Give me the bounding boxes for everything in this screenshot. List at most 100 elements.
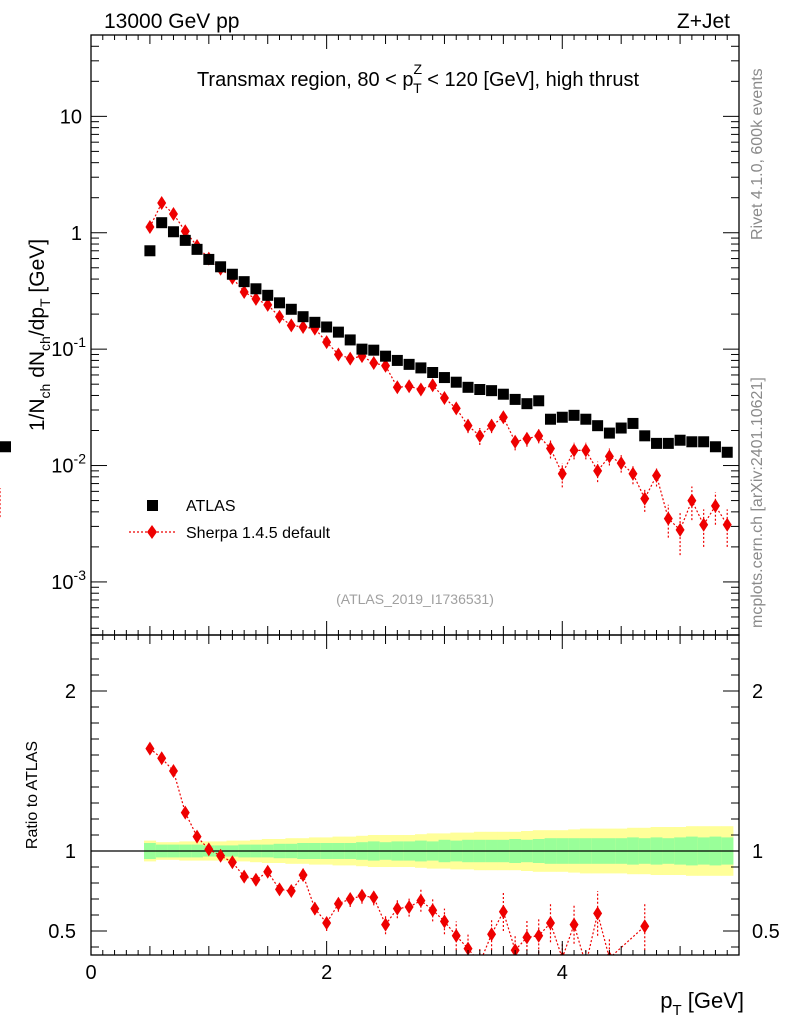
atlas-point (474, 384, 486, 396)
atlas-point (415, 362, 427, 374)
atlas-point (639, 430, 651, 442)
atlas-point (332, 326, 344, 338)
sherpa-ratio-point (463, 941, 473, 955)
sherpa-point (640, 491, 650, 506)
atlas-point (226, 268, 238, 280)
main-plot-frame (90, 34, 740, 636)
atlas-point (262, 289, 274, 301)
atlas-point (380, 350, 392, 362)
atlas-point (368, 344, 380, 356)
sherpa-ratio-point (593, 906, 603, 921)
y-tick-label: 1 (71, 223, 82, 245)
sherpa-point (604, 449, 614, 464)
atlas-point (144, 245, 156, 257)
sherpa-point (428, 378, 438, 393)
sherpa-ratio-point (322, 916, 332, 930)
sherpa-point (145, 220, 155, 235)
sherpa-ratio-point (227, 855, 237, 870)
sherpa-ratio-point (168, 764, 178, 778)
ratio-plot-panel: 0.5 0.5 1 1 2 2 0 2 4 Ratio to ATLAS pT [GeV] (24, 634, 780, 1019)
sherpa-point (180, 224, 190, 239)
atlas-point (533, 395, 545, 407)
sherpa-ratio-point (357, 888, 367, 903)
atlas-point (0, 441, 11, 453)
atlas-point (179, 234, 191, 246)
main-y-axis-label: 1/Nch dNch/dpT [GeV] (26, 239, 53, 431)
x-tick-label: 0 (85, 962, 96, 984)
atlas-point (497, 388, 509, 400)
sherpa-ratio-point (310, 901, 320, 916)
atlas-point (462, 381, 474, 393)
sherpa-point (168, 206, 178, 221)
sherpa-point (593, 463, 603, 478)
atlas-point (603, 427, 615, 439)
main-plot-panel: 10-3 10-2 10-1 1 10 Transmax region, 80 < pZ… (0, 34, 740, 636)
atlas-point (486, 385, 498, 397)
atlas-point (592, 420, 604, 432)
sherpa-point (404, 379, 414, 394)
atlas-point (344, 334, 356, 346)
sherpa-ratio-point (251, 872, 261, 887)
sherpa-point (381, 358, 391, 373)
atlas-point (203, 253, 215, 265)
sherpa-ratio-point (534, 928, 544, 943)
legend: ATLAS Sherpa 1.4.5 default (129, 498, 331, 542)
sherpa-ratio-point (263, 864, 273, 879)
sherpa-ratio-point (381, 917, 391, 932)
sherpa-ratio-point (569, 917, 579, 932)
energy-label: 13000 GeV pp (104, 10, 239, 33)
sherpa-point (298, 319, 308, 334)
sherpa-ratio-point (298, 868, 308, 882)
y-tick-label: 10-2 (51, 451, 86, 478)
legend-data-label: ATLAS (186, 498, 236, 515)
sherpa-point (439, 391, 449, 406)
atlas-point (615, 422, 627, 434)
sherpa-point (616, 456, 626, 471)
y-tick-label: 10 (60, 106, 82, 128)
legend-mc-marker (147, 525, 157, 539)
atlas-point (191, 243, 203, 255)
sherpa-point (451, 401, 461, 416)
sherpa-point (333, 347, 343, 362)
sherpa-point (569, 443, 579, 458)
sherpa-point (463, 418, 473, 433)
sherpa-point (687, 493, 697, 508)
sherpa-line (149, 202, 728, 531)
atlas-point (556, 411, 568, 423)
atlas-point (215, 261, 227, 273)
sherpa-point (239, 284, 249, 299)
analysis-id: (ATLAS_2019_I1736531) (336, 591, 494, 607)
sherpa-point (322, 335, 332, 350)
sherpa-point (663, 511, 673, 526)
atlas-point (450, 376, 462, 388)
sherpa-ratio-point (416, 893, 426, 908)
mcplots-label: mcplots.cern.ch [arXiv:2401.10621] (749, 377, 766, 628)
sherpa-ratio-point (404, 900, 414, 914)
sherpa-ratio-point (286, 884, 296, 898)
sherpa-point (534, 428, 544, 443)
sherpa-point (699, 517, 709, 532)
legend-mc-label: Sherpa 1.4.5 default (186, 525, 331, 542)
sherpa-point (416, 382, 426, 397)
sherpa-ratio-point (333, 896, 343, 911)
sherpa-point (286, 318, 296, 333)
atlas-point (568, 409, 580, 421)
atlas-point (521, 398, 533, 410)
sherpa-point (157, 196, 167, 211)
sherpa-point (487, 418, 497, 433)
atlas-point (285, 303, 297, 315)
atlas-point (250, 283, 262, 295)
atlas-point (721, 446, 733, 458)
sherpa-ratio-point (369, 890, 379, 905)
atlas-point (321, 321, 333, 333)
sherpa-point (369, 356, 379, 371)
x-tick-label: 4 (557, 962, 568, 984)
y-tick-label: 10-1 (51, 334, 86, 361)
atlas-point (686, 436, 698, 448)
atlas-point (403, 358, 415, 370)
sherpa-ratio-point (392, 901, 402, 916)
ratio-plot-frame (90, 634, 740, 956)
plot-title: Transmax region, 80 < pZ T < 120 [GeV], h… (197, 61, 640, 96)
sherpa-point (392, 380, 402, 395)
